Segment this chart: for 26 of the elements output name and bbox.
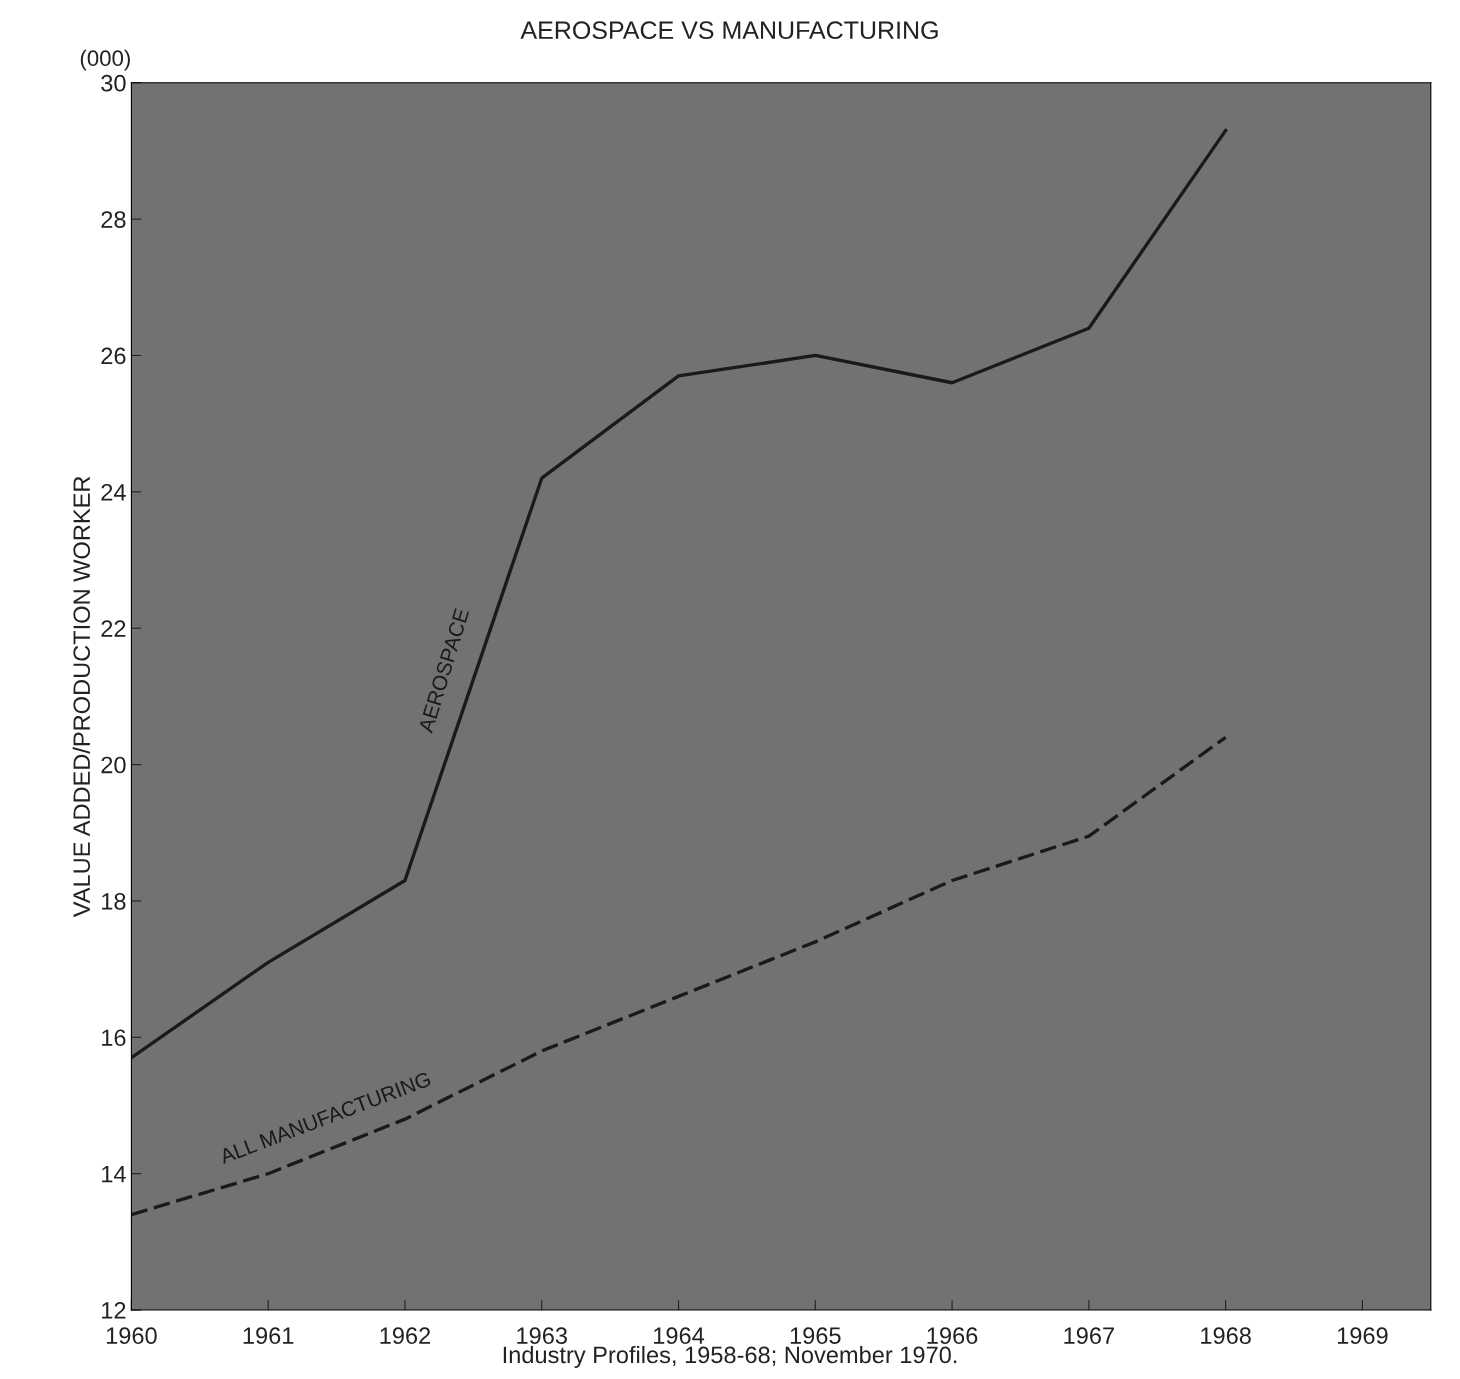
x-tick-label: 1967: [1064, 1327, 1114, 1345]
line-series: [131, 735, 1228, 1217]
y-axis-title: VALUE ADDED/PRODUCTION WORKER: [72, 476, 91, 918]
y-tick-label: 18: [102, 893, 126, 910]
x-tick-label: 1968: [1201, 1327, 1251, 1345]
y-tick-label: 30: [101, 74, 126, 92]
text: (000): [80, 49, 130, 71]
line-series: [131, 128, 1228, 1060]
y-tick-label: 22: [101, 620, 126, 637]
x-tick-label: 1969: [1337, 1327, 1388, 1345]
y-tick-label: 24: [101, 483, 126, 501]
text: Industry Profiles, 1958-68; November 1970.: [503, 1345, 957, 1368]
y-tick-label: 14: [102, 1165, 126, 1183]
y-tick-label: 26: [101, 347, 126, 365]
y-tick-label: 12: [102, 1302, 126, 1319]
y-tick-label: 16: [102, 1029, 126, 1047]
chart-title: AEROSPACE VS MANUFACTURING: [520, 21, 938, 40]
x-tick-label: 1961: [243, 1327, 294, 1345]
x-tick-label: 1962: [380, 1327, 431, 1345]
x-tick-label: 1966: [927, 1327, 978, 1345]
x-tick-label: 1965: [790, 1327, 841, 1345]
x-tick-label: 1964: [654, 1327, 705, 1345]
x-tick-label: 1960: [106, 1327, 157, 1345]
x-tick-label: 1963: [517, 1327, 567, 1345]
y-tick-label: 20: [101, 756, 126, 774]
y-tick-label: 28: [101, 211, 126, 228]
